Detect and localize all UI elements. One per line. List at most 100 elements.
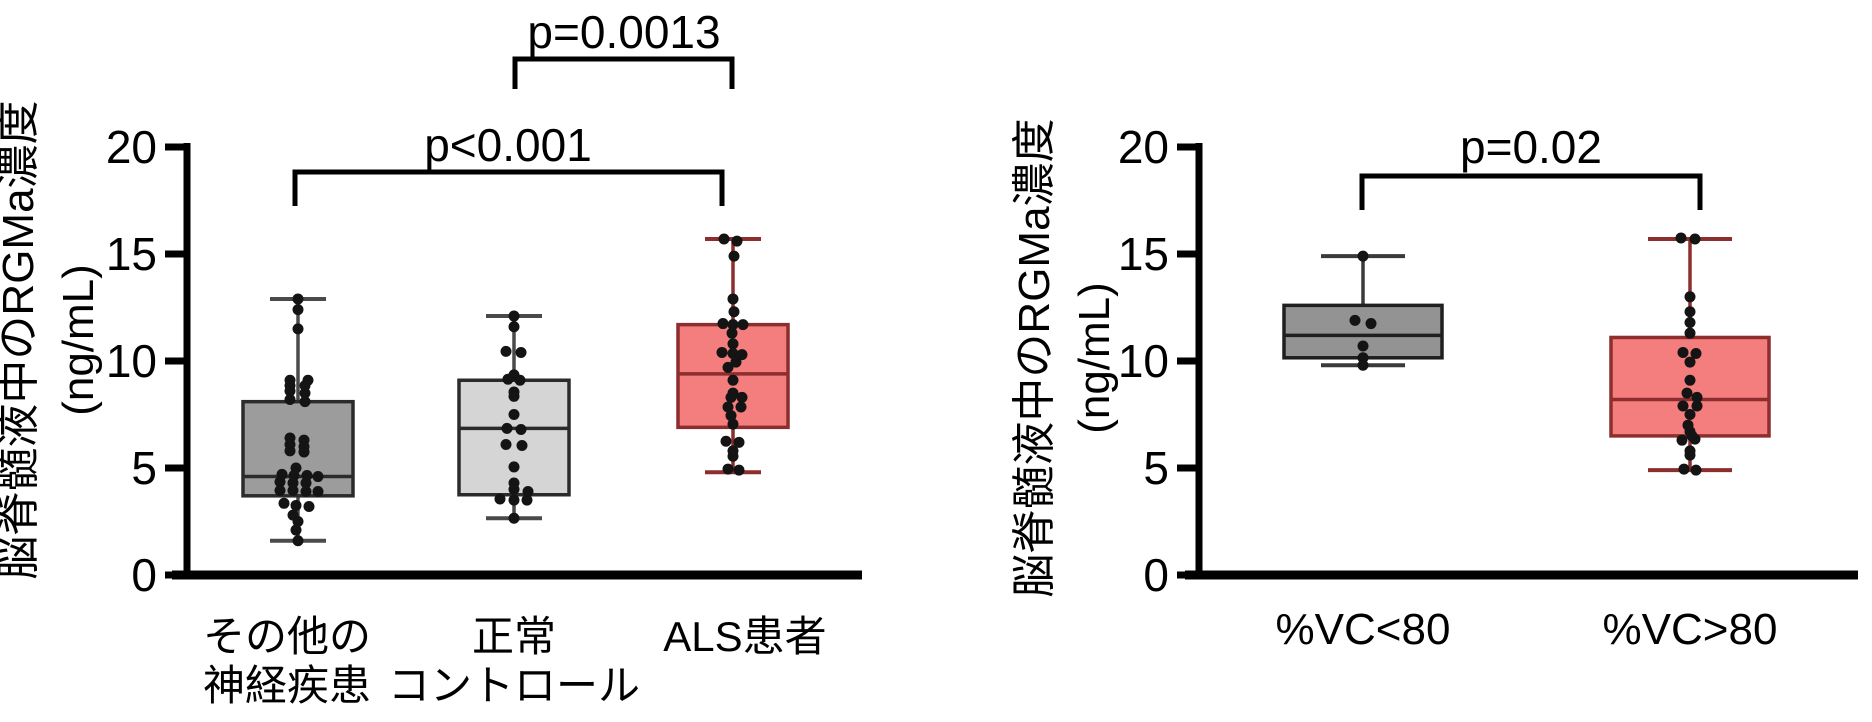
data-point	[501, 422, 513, 434]
data-point	[284, 394, 296, 406]
data-point	[1357, 250, 1369, 262]
significance-bracket	[512, 56, 735, 89]
data-point	[1677, 400, 1689, 412]
data-point	[727, 418, 739, 430]
data-point	[1678, 463, 1690, 475]
data-point	[300, 477, 312, 489]
data-point	[1357, 359, 1369, 371]
significance-bracket	[1359, 173, 1703, 210]
data-point	[274, 476, 286, 488]
x-category-label: ALS患者	[663, 613, 826, 660]
data-point	[508, 483, 520, 495]
iqr-box	[1282, 303, 1444, 360]
data-point	[727, 338, 739, 350]
data-point	[727, 374, 739, 386]
data-point	[284, 385, 296, 397]
data-point	[1349, 314, 1361, 326]
data-point	[735, 401, 747, 413]
data-point	[298, 446, 310, 458]
x-category-label: %VC<80	[1276, 605, 1451, 654]
data-point	[312, 471, 324, 483]
data-point	[1690, 348, 1702, 360]
data-point	[284, 445, 296, 457]
data-point	[1357, 340, 1369, 352]
y-tick-label: 5	[1143, 442, 1169, 494]
data-point	[736, 349, 748, 361]
y-tick-label: 5	[131, 442, 157, 494]
data-point	[1684, 291, 1696, 303]
y-tick-label: 15	[106, 228, 157, 280]
data-point	[502, 373, 514, 385]
data-point	[516, 440, 528, 452]
box-group-right-2: %VC>80	[1603, 232, 1778, 654]
y-tick-label: 15	[1118, 228, 1169, 280]
data-point	[737, 319, 749, 331]
data-point	[274, 484, 286, 496]
box-group-left-3: ALS患者	[663, 233, 827, 660]
data-point	[1675, 232, 1687, 244]
data-point	[728, 306, 740, 318]
y-axis-title-line2: (ng/mL)	[1070, 282, 1119, 434]
y-axis-title-line1: 脳脊髄液中のRGMa濃度	[0, 100, 43, 579]
data-point	[730, 356, 742, 368]
data-point	[1684, 409, 1696, 420]
data-point	[736, 391, 748, 403]
data-point	[727, 293, 739, 305]
data-point	[515, 423, 527, 435]
significance-bracket	[292, 169, 725, 206]
y-tick-label: 10	[106, 335, 157, 387]
data-point	[1689, 233, 1701, 245]
data-point	[1684, 356, 1696, 368]
data-point	[494, 493, 506, 505]
data-point	[508, 461, 520, 473]
significance-label: p<0.001	[424, 119, 592, 171]
data-point	[1684, 316, 1696, 328]
data-point	[292, 323, 304, 335]
data-point	[287, 484, 299, 496]
data-point	[727, 348, 739, 360]
data-point	[731, 235, 743, 247]
x-category-label: %VC>80	[1603, 605, 1778, 654]
data-point	[290, 524, 302, 536]
data-point	[1684, 449, 1696, 461]
y-tick-label: 20	[1118, 121, 1169, 173]
data-point	[1365, 318, 1377, 330]
data-point	[726, 327, 738, 339]
data-point	[733, 436, 745, 448]
data-point	[716, 346, 728, 358]
data-point	[292, 304, 304, 316]
data-point	[722, 401, 734, 413]
y-tick-label: 10	[1118, 335, 1169, 387]
data-point	[508, 310, 520, 322]
data-point	[725, 410, 737, 422]
data-point	[508, 390, 520, 402]
box-group-right-1: %VC<80	[1276, 250, 1451, 654]
x-category-label: コントロール	[388, 662, 640, 709]
data-point	[500, 345, 512, 357]
data-point	[1684, 306, 1696, 318]
x-category-label: 神経疾患	[203, 662, 371, 709]
x-category-label: 正常	[472, 613, 556, 660]
data-point	[312, 486, 324, 498]
chart-panel-right: 脳脊髄液中のRGMa濃度 (ng/mL) 0 5 10 15 20 %VC<80 %VC>80 p…	[1010, 118, 1858, 654]
data-point	[1684, 374, 1696, 386]
y-axis-title-line1: 脳脊髄液中のRGMa濃度	[1010, 118, 1059, 597]
data-point	[521, 494, 533, 506]
data-point	[725, 391, 737, 403]
data-point	[733, 464, 745, 476]
y-tick-label: 0	[131, 549, 157, 601]
data-point	[717, 318, 729, 330]
data-point	[292, 535, 304, 547]
data-point	[727, 319, 739, 331]
data-point	[299, 396, 311, 408]
data-point	[1676, 434, 1688, 446]
data-point	[1684, 327, 1696, 339]
y-axis-title-line2: (ng/mL)	[54, 264, 103, 416]
data-point	[299, 387, 311, 399]
chart-panel-left: 脳脊髄液中のRGMa濃度 (ng/mL)05101520その他の神経疾患正常コント…	[0, 6, 862, 709]
data-point	[1681, 387, 1693, 399]
data-point	[278, 497, 290, 509]
